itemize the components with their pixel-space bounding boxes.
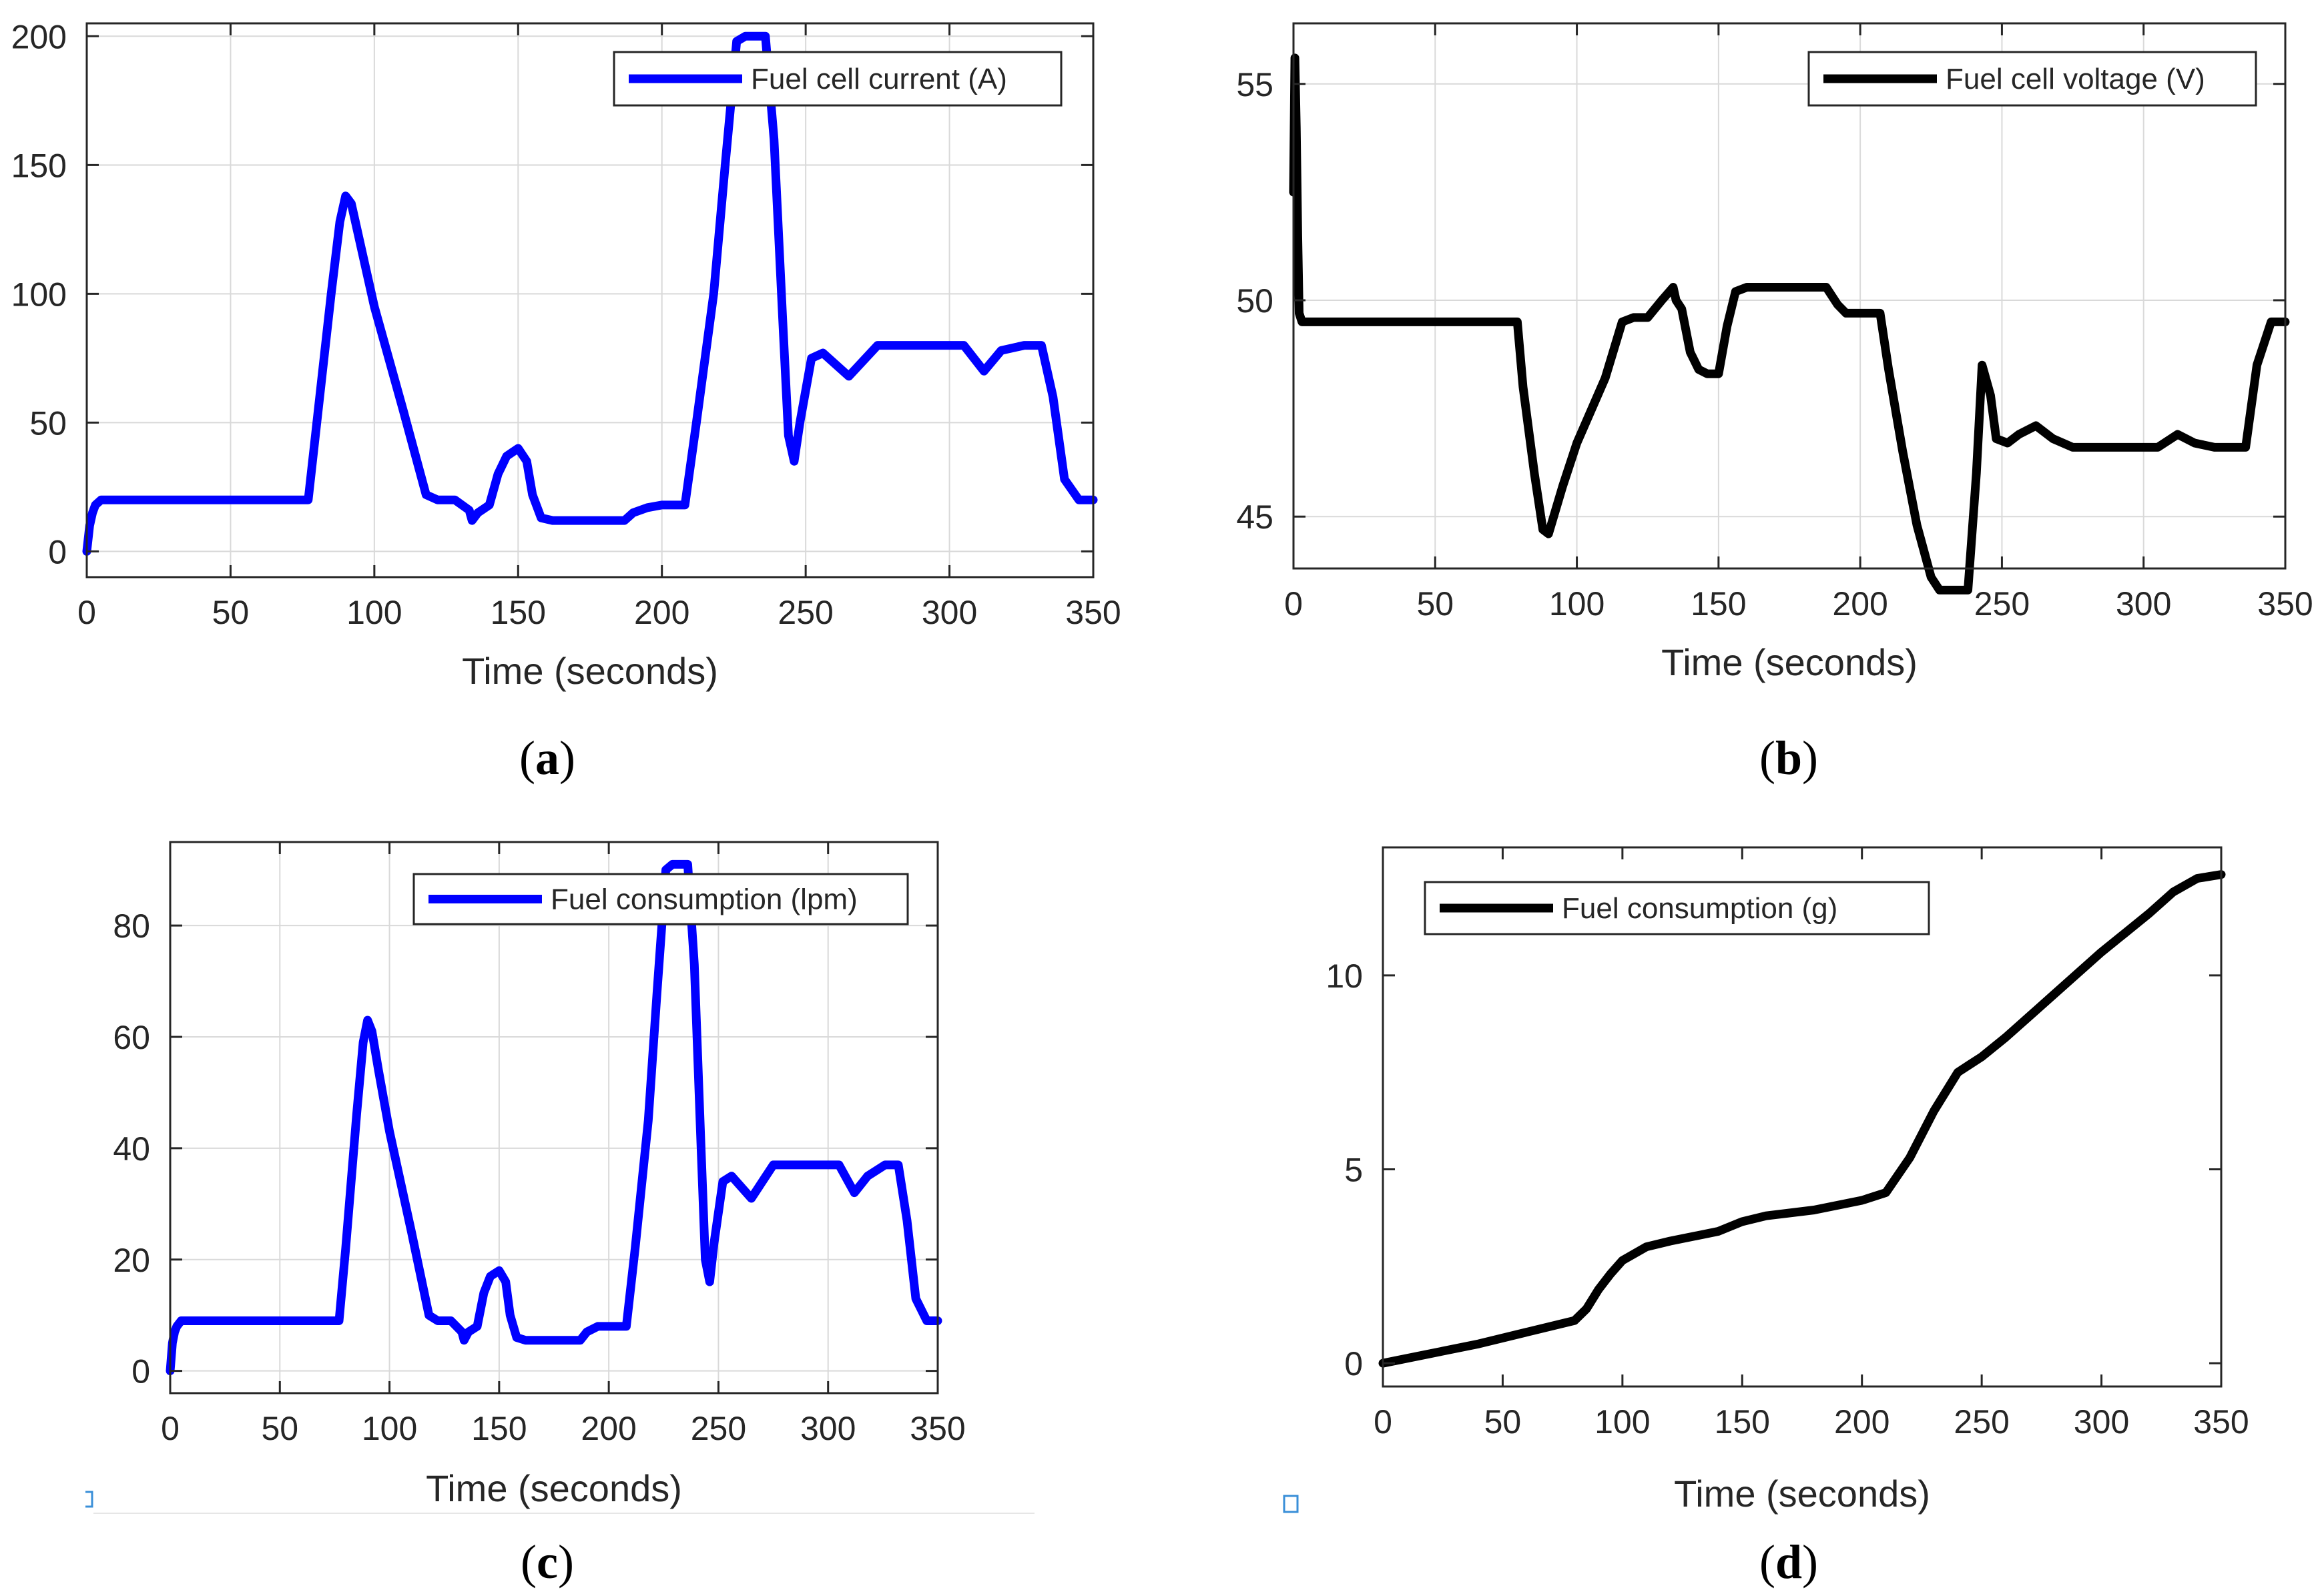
panel-b-ytick-label: 55 <box>1236 66 1273 103</box>
panel-c-xtick-label: 0 <box>161 1410 180 1447</box>
panel-a-axes-frame <box>85 22 1095 578</box>
panel-c-series-line <box>166 859 942 1376</box>
panel-c-xtick-label: 350 <box>910 1410 965 1447</box>
panel-c-xaxis-label: Time (seconds) <box>426 1467 682 1509</box>
panel-a-xtick-label: 150 <box>491 594 546 631</box>
panel-d-xaxis-label: Time (seconds) <box>1674 1473 1930 1515</box>
panel-c-caption-label: (c) <box>521 1535 574 1589</box>
panel-d-plot-area <box>1383 847 2221 1386</box>
corner-marker-icon <box>1283 1495 1299 1513</box>
panel-b-xtick-label: 250 <box>1974 585 2030 623</box>
panel-d-ytick-label: 5 <box>1344 1151 1363 1188</box>
panel-b-xtick-label: 200 <box>1832 585 1887 623</box>
panel-d-xtick-label: 150 <box>1715 1403 1770 1441</box>
panel-c-xtick-label: 100 <box>362 1410 417 1447</box>
panel-c-xtick-label: 150 <box>471 1410 527 1447</box>
panel-d: 0 50 100 150 200 250 300 350 0 5 10 Time (seconds) F… <box>1326 846 2249 1589</box>
panel-b-xtick-label: 50 <box>1416 585 1454 623</box>
panel-a-xtick-label: 100 <box>346 594 402 631</box>
panel-a-ytick-label: 150 <box>11 147 67 184</box>
panel-d-xtick-label: 250 <box>1954 1403 2009 1441</box>
panel-b-xtick-label: 0 <box>1284 585 1303 623</box>
panel-b-xtick-label: 150 <box>1691 585 1746 623</box>
panel-b-xtick-label: 300 <box>2116 585 2171 623</box>
panel-a-caption-label: (a) <box>519 731 575 785</box>
panel-a-series-line <box>82 31 1098 556</box>
panel-d-ytick-label: 0 <box>1344 1345 1363 1382</box>
panel-a-plot-area <box>87 23 1093 577</box>
panel-c-ytick-label: 0 <box>131 1353 150 1390</box>
panel-b-axes-frame <box>1292 22 2287 570</box>
panel-c-ytick-label: 60 <box>113 1019 150 1056</box>
panel-b-xtick-label: 100 <box>1549 585 1605 623</box>
panel-d-xtick-label: 100 <box>1594 1403 1650 1441</box>
panel-c-legend-label: Fuel consumption (lpm) <box>551 883 858 916</box>
panel-d-xtick-label: 200 <box>1834 1403 1890 1441</box>
panel-b-series-line <box>1289 53 2290 594</box>
panel-b-legend: Fuel cell voltage (V) <box>1807 51 2257 107</box>
panel-b-xaxis-label: Time (seconds) <box>1661 641 1918 683</box>
panel-c-ytick-label: 20 <box>113 1242 150 1279</box>
panel-a: 0 50 100 150 200 250 300 350 0 50 100 150 200 Time (s… <box>11 18 1121 785</box>
panel-c-xtick-label: 250 <box>691 1410 746 1447</box>
panel-b-ytick-label: 45 <box>1236 498 1273 536</box>
panel-a-xtick-label: 200 <box>634 594 689 631</box>
panel-a-ytick-label: 0 <box>48 533 67 570</box>
panel-b-ytick-label: 50 <box>1236 282 1273 320</box>
panel-d-xtick-label: 0 <box>1374 1403 1392 1441</box>
panel-a-legend-label: Fuel cell current (A) <box>751 63 1007 95</box>
panel-c-plot-area <box>170 842 938 1393</box>
panel-b-legend-label: Fuel cell voltage (V) <box>1946 63 2205 95</box>
panel-a-xtick-label: 50 <box>212 594 250 631</box>
panel-d-legend: Fuel consumption (g) <box>1424 881 1930 935</box>
panel-a-xtick-label: 250 <box>778 594 833 631</box>
panel-a-xaxis-label: Time (seconds) <box>462 650 718 692</box>
panel-d-xtick-label: 50 <box>1484 1403 1522 1441</box>
panel-a-ytick-label: 200 <box>11 18 67 55</box>
panel-d-ytick-label: 10 <box>1326 957 1363 995</box>
panel-c-xtick-label: 50 <box>261 1410 298 1447</box>
panel-b-caption-label: (b) <box>1759 731 1818 785</box>
panel-a-ytick-label: 100 <box>11 276 67 313</box>
panel-c-legend: Fuel consumption (lpm) <box>412 873 909 925</box>
panel-a-xtick-label: 0 <box>77 594 96 631</box>
panel-c-ytick-label: 40 <box>113 1130 150 1168</box>
panel-b-xtick-label: 350 <box>2257 585 2313 623</box>
panel-a-xtick-label: 350 <box>1065 594 1121 631</box>
panel-b-plot-area <box>1293 23 2285 568</box>
panel-c-axes-frame <box>169 841 939 1394</box>
corner-marker-icon <box>85 1491 93 1508</box>
panel-d-axes-frame <box>1382 846 2223 1388</box>
panel-c-ytick-label: 80 <box>113 907 150 945</box>
panel-a-legend: Fuel cell current (A) <box>613 51 1063 107</box>
panel-d-series-line <box>1378 870 2226 1368</box>
panel-d-caption-label: (d) <box>1759 1535 1818 1589</box>
panel-a-xtick-label: 300 <box>922 594 977 631</box>
panel-d-xtick-label: 300 <box>2074 1403 2129 1441</box>
panel-c: 0 50 100 150 200 250 300 350 0 20 40 60 80 Time (seco… <box>113 841 966 1589</box>
panel-b: 0 50 100 150 200 250 300 350 45 50 55 Time (seconds… <box>1236 22 2313 785</box>
panel-c-xtick-label: 200 <box>581 1410 636 1447</box>
panel-d-legend-label: Fuel consumption (g) <box>1562 892 1837 925</box>
panel-a-ytick-label: 50 <box>29 404 67 442</box>
panel-d-xtick-label: 350 <box>2193 1403 2249 1441</box>
panel-c-xtick-label: 300 <box>800 1410 856 1447</box>
